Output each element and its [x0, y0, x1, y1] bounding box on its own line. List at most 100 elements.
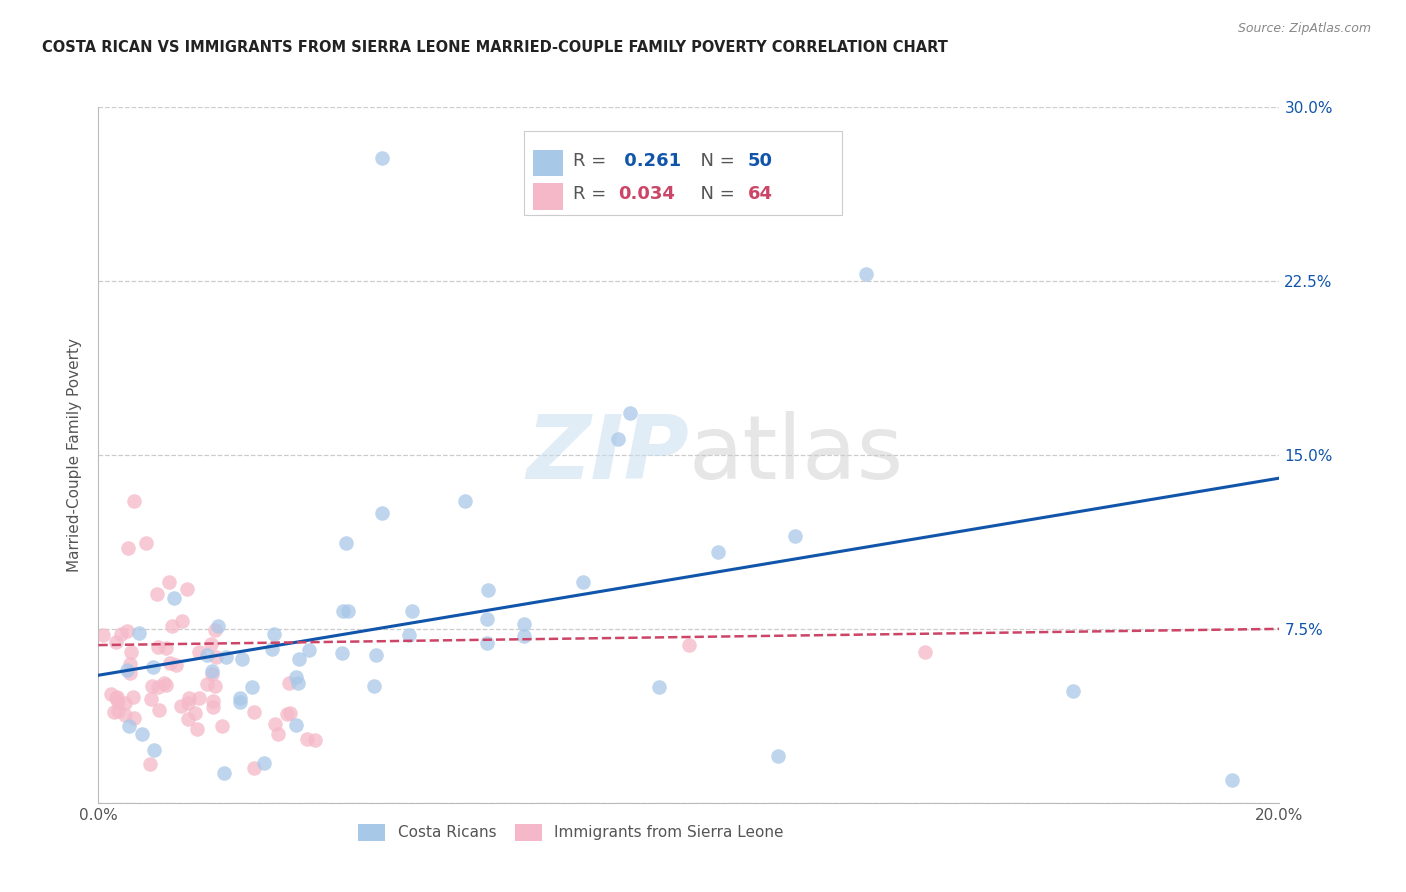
Point — [170, 698, 193, 713]
Point — [201, 664, 224, 678]
FancyBboxPatch shape — [523, 131, 842, 215]
Point — [201, 694, 224, 708]
Point — [105, 690, 128, 704]
Point — [607, 432, 630, 446]
Point — [475, 611, 498, 625]
Point — [122, 494, 145, 508]
Point — [278, 706, 301, 720]
Point — [243, 705, 266, 719]
Point — [204, 624, 226, 638]
Point — [253, 756, 276, 770]
Point — [201, 699, 224, 714]
Point — [115, 663, 138, 677]
Legend: Costa Ricans, Immigrants from Sierra Leone: Costa Ricans, Immigrants from Sierra Leo… — [352, 817, 790, 847]
Point — [332, 604, 354, 618]
Point — [278, 676, 301, 690]
Point — [401, 604, 423, 618]
Point — [120, 665, 142, 680]
Point — [648, 680, 671, 694]
Point — [284, 718, 307, 732]
Point — [229, 695, 252, 709]
Text: N =: N = — [689, 152, 741, 169]
Point — [146, 640, 169, 655]
Text: R =: R = — [574, 152, 612, 169]
Point — [195, 648, 218, 663]
Text: 50: 50 — [748, 152, 773, 169]
Point — [276, 707, 298, 722]
Point — [155, 678, 177, 692]
Point — [141, 692, 163, 706]
Point — [260, 642, 283, 657]
FancyBboxPatch shape — [533, 183, 562, 210]
Point — [177, 691, 200, 706]
Point — [231, 652, 253, 666]
Text: 64: 64 — [748, 185, 773, 203]
Y-axis label: Married-Couple Family Poverty: Married-Couple Family Poverty — [67, 338, 83, 572]
Point — [146, 680, 169, 694]
Point — [364, 648, 387, 662]
Point — [215, 650, 238, 665]
Point — [187, 691, 209, 706]
Point — [785, 529, 807, 543]
Point — [131, 727, 153, 741]
Point — [165, 657, 187, 672]
Point — [114, 696, 136, 710]
Point — [207, 619, 229, 633]
Point — [266, 727, 288, 741]
Point — [107, 704, 129, 718]
Point — [195, 676, 218, 690]
Point — [513, 616, 536, 631]
Point — [110, 627, 132, 641]
Point — [128, 625, 150, 640]
Point — [107, 695, 129, 709]
Point — [1220, 772, 1243, 787]
Point — [914, 645, 936, 659]
Point — [159, 656, 181, 670]
Point — [371, 151, 394, 165]
Point — [176, 696, 198, 710]
Point — [707, 545, 730, 559]
Point — [152, 675, 174, 690]
Point — [187, 645, 209, 659]
Point — [103, 706, 125, 720]
Point — [766, 749, 789, 764]
Point — [1062, 684, 1084, 698]
Point — [512, 629, 534, 643]
Point — [135, 536, 157, 550]
Point — [91, 628, 114, 642]
Point — [163, 591, 186, 606]
Text: COSTA RICAN VS IMMIGRANTS FROM SIERRA LEONE MARRIED-COUPLE FAMILY POVERTY CORREL: COSTA RICAN VS IMMIGRANTS FROM SIERRA LE… — [42, 40, 948, 55]
Point — [335, 536, 357, 550]
Point — [619, 406, 641, 420]
Point — [200, 636, 222, 650]
Point — [211, 719, 233, 733]
Point — [304, 733, 326, 747]
Text: atlas: atlas — [689, 411, 904, 499]
Text: 0.034: 0.034 — [619, 185, 675, 203]
Point — [298, 643, 321, 657]
Point — [146, 587, 169, 601]
Point — [117, 624, 139, 638]
Point — [571, 575, 593, 590]
Point — [855, 267, 877, 281]
Point — [143, 743, 166, 757]
Point — [100, 686, 122, 700]
Point — [264, 717, 287, 731]
Point — [177, 712, 200, 726]
Point — [141, 679, 163, 693]
Point — [678, 638, 700, 652]
Point — [288, 652, 311, 666]
Point — [186, 722, 208, 736]
Point — [118, 719, 141, 733]
Point — [212, 765, 235, 780]
Point — [229, 691, 252, 706]
Point — [148, 704, 170, 718]
Text: ZIP: ZIP — [526, 411, 689, 499]
Point — [170, 614, 193, 628]
Point — [204, 679, 226, 693]
Point — [453, 494, 475, 508]
Point — [122, 711, 145, 725]
Text: N =: N = — [689, 185, 741, 203]
Point — [160, 619, 183, 633]
Point — [104, 691, 127, 706]
